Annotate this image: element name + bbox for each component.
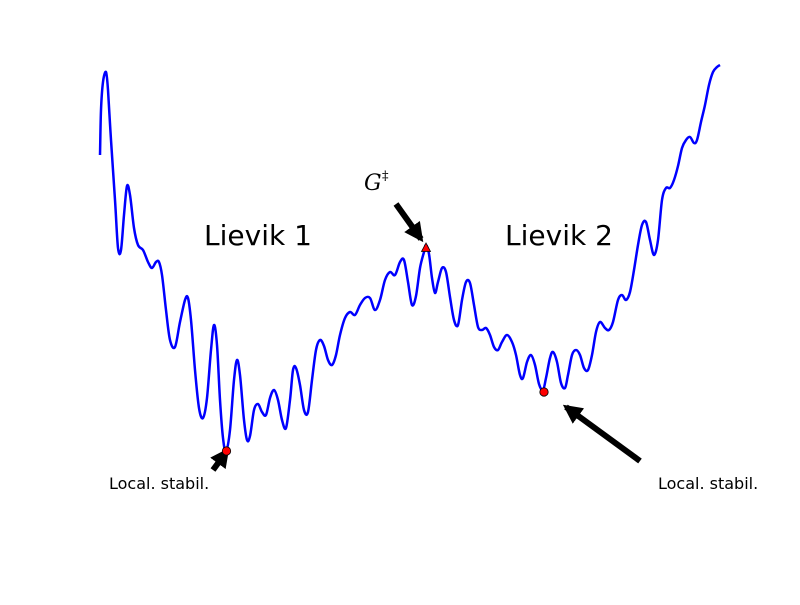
transition-state-arrow	[393, 202, 424, 243]
funnel-2-label: Lievik 2	[505, 219, 613, 252]
local-minimum-left-label: Local. stabil.	[109, 474, 209, 493]
transition-state-marker	[420, 242, 432, 252]
funnel-1-label: Lievik 1	[204, 219, 312, 252]
energy-curve	[98, 63, 721, 453]
local-minimum-right-label: Local. stabil.	[658, 474, 758, 493]
local-minimum-right-marker	[539, 387, 549, 397]
transition-state-superscript: ‡	[382, 169, 389, 184]
transition-state-symbol: G	[364, 171, 382, 196]
transition-state-label: G ‡	[364, 169, 389, 196]
local-minimum-right-arrow	[562, 404, 642, 464]
local-minimum-left-marker	[221, 446, 232, 456]
